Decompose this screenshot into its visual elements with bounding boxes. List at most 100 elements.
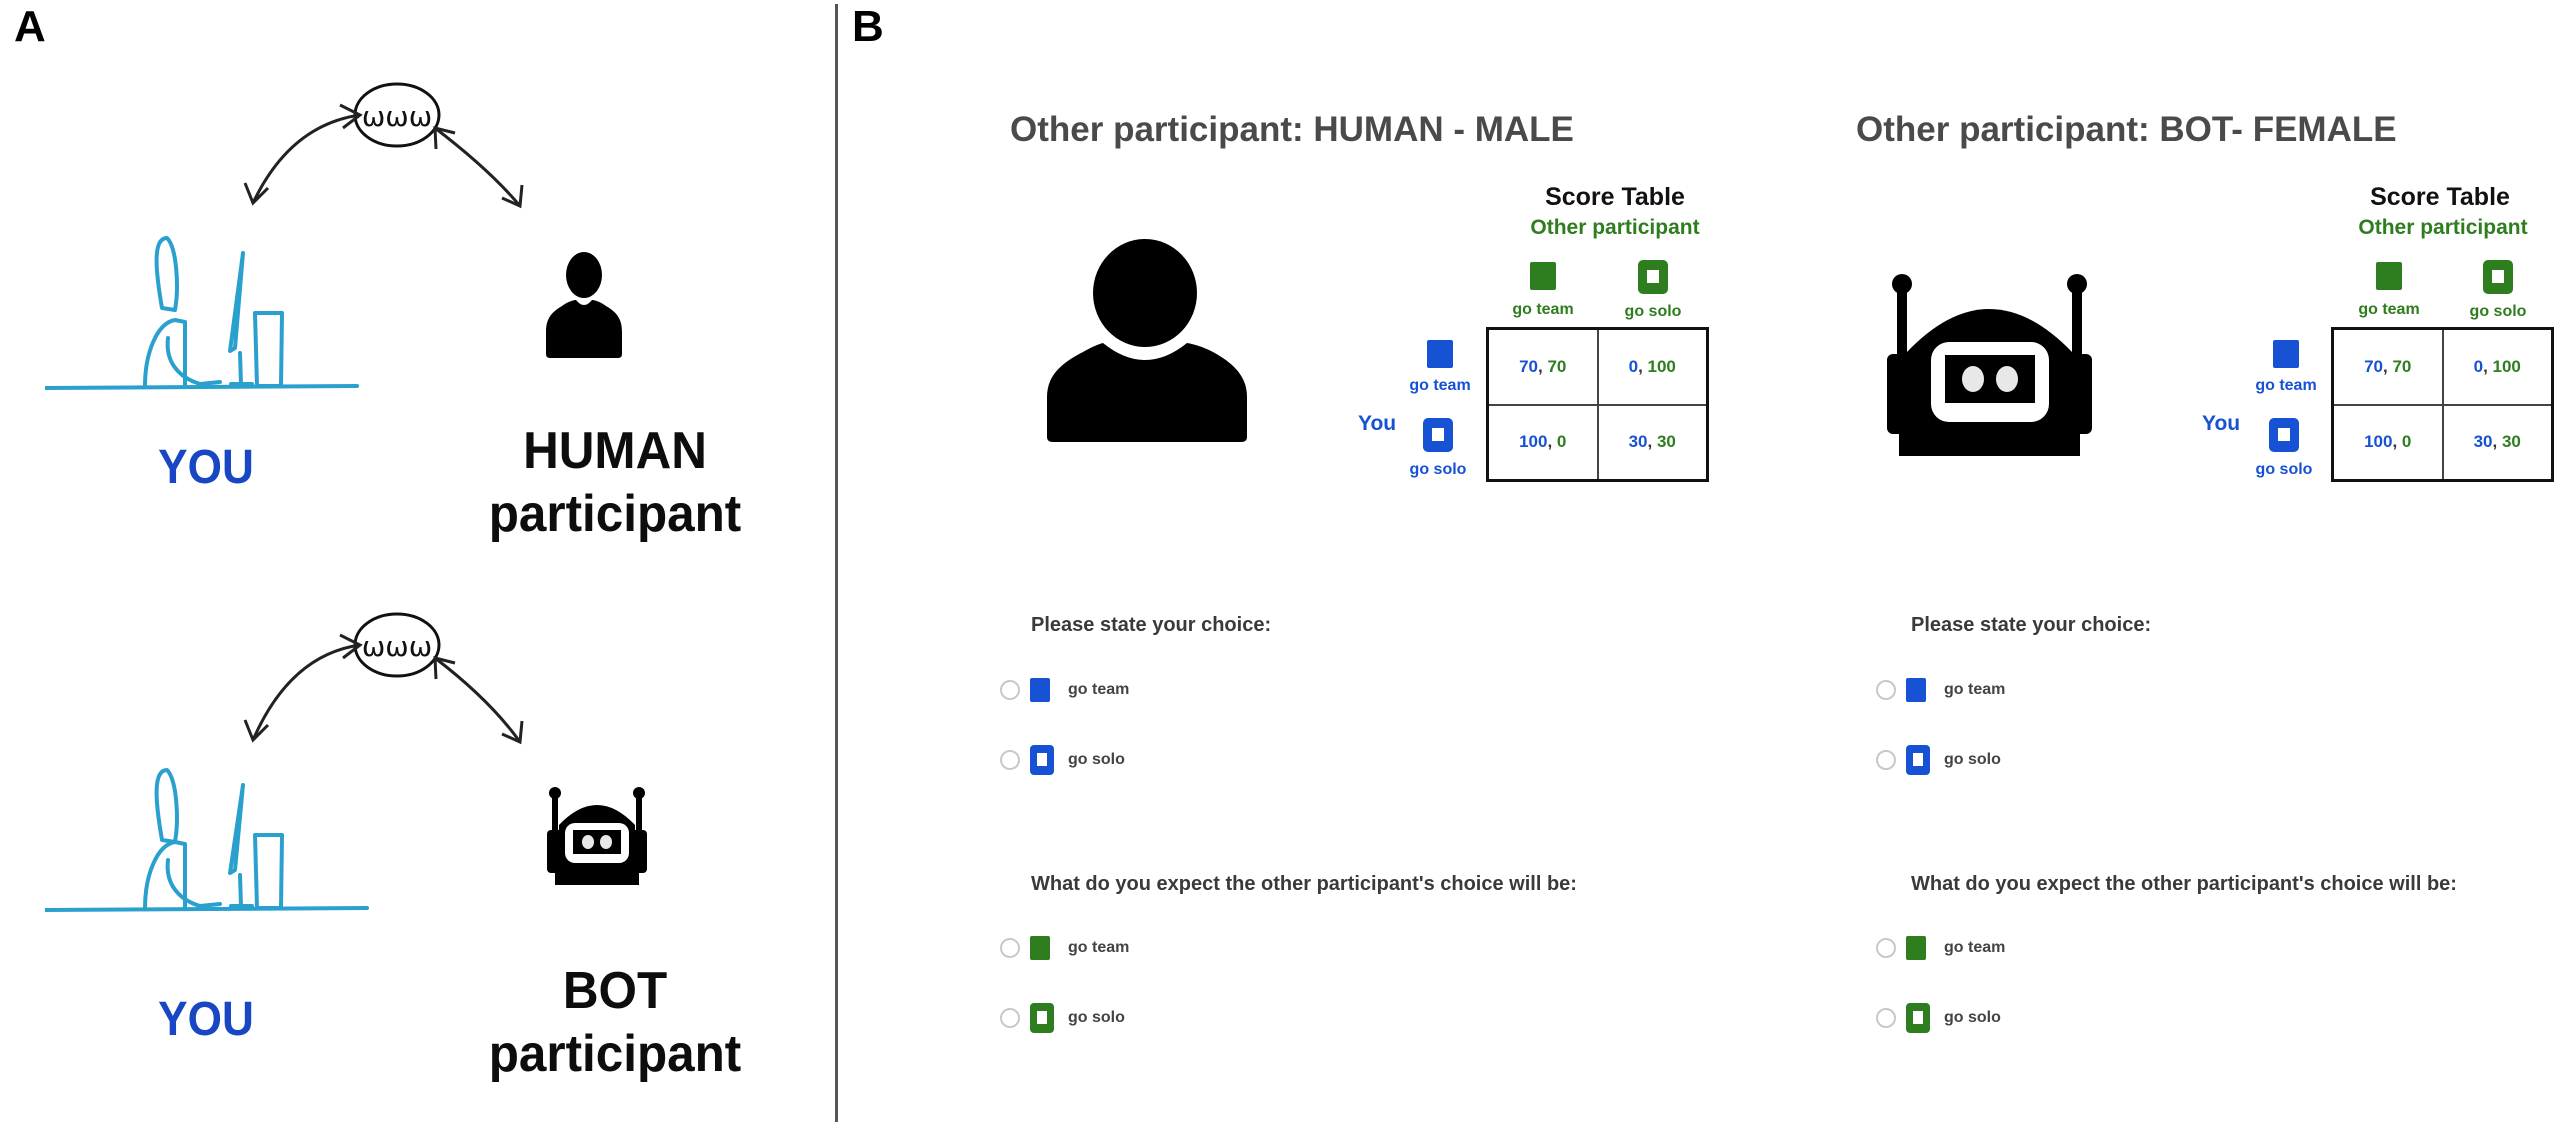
score-row-go-team: 70, 70 0, 100 <box>2331 327 2554 406</box>
score-table-title: Score Table <box>2370 183 2510 211</box>
you-label: YOU <box>158 993 254 1046</box>
screen-title: Other participant: BOT- FEMALE <box>1856 110 2397 149</box>
row-header-label: go solo <box>1409 461 1467 478</box>
person-at-computer-icon <box>45 236 359 390</box>
radio-button[interactable] <box>1000 680 1020 700</box>
option-label: go solo <box>1944 1009 2001 1026</box>
score-row-go-solo: 100, 0 30, 30 <box>1486 403 1709 482</box>
column-header-label: go solo <box>1624 303 1682 320</box>
filled-square-icon <box>2376 262 2402 290</box>
you-label: YOU <box>158 441 254 494</box>
bot-participant-label: BOT participant <box>463 960 767 1087</box>
panel-divider <box>835 4 838 1122</box>
radio-button[interactable] <box>1876 680 1896 700</box>
column-header-go-solo: go solo <box>2443 260 2553 321</box>
row-header-label: go solo <box>2255 461 2313 478</box>
person-silhouette-icon <box>546 252 622 358</box>
radio-button[interactable] <box>1876 1008 1896 1028</box>
row-group-label: You <box>2202 412 2241 435</box>
option-label: go team <box>1944 939 2006 956</box>
hollow-square-icon <box>1906 1003 1930 1033</box>
column-header-label: go team <box>2358 301 2420 318</box>
own-choice-option-go-solo[interactable]: go solo <box>1000 740 1125 780</box>
radio-button[interactable] <box>1000 1008 1020 1028</box>
expect-choice-prompt: What do you expect the other participant… <box>1031 873 1577 895</box>
score-row-go-team: 70, 70 0, 100 <box>1486 327 1709 406</box>
own-choice-prompt: Please state your choice: <box>1911 614 2152 636</box>
panel-a-label: A <box>14 2 46 51</box>
row-header-go-solo: go solo <box>1398 418 1478 479</box>
network-hub-icon: ωωω <box>243 612 524 745</box>
expect-choice-prompt: What do you expect the other participant… <box>1911 873 2457 895</box>
option-label: go team <box>1068 939 1130 956</box>
hollow-square-icon <box>1638 260 1668 294</box>
option-label: go solo <box>1068 1009 1125 1026</box>
score-cell: 70, 70 <box>2331 327 2444 406</box>
row-header-label: go team <box>2255 377 2317 394</box>
score-table-title: Score Table <box>1545 183 1685 211</box>
other-label-line2: participant <box>488 485 742 544</box>
person-at-computer-icon <box>45 768 369 912</box>
column-group-label: Other participant <box>1530 216 1700 239</box>
score-cell: 70, 70 <box>1486 327 1599 406</box>
filled-square-icon <box>1030 936 1050 960</box>
row-header-go-team: go team <box>1400 340 1480 395</box>
filled-square-icon <box>1530 262 1556 290</box>
screen-title: Other participant: HUMAN - MALE <box>1010 110 1574 149</box>
row-header-go-team: go team <box>2246 340 2326 395</box>
hollow-square-icon <box>1030 1003 1054 1033</box>
filled-square-icon <box>1427 340 1453 368</box>
human-participant-label: HUMAN participant <box>463 420 767 547</box>
other-label-line2: participant <box>488 1025 742 1084</box>
score-cell: 0, 100 <box>1596 327 1709 406</box>
radio-button[interactable] <box>1000 938 1020 958</box>
option-label: go team <box>1068 681 1130 698</box>
score-cell: 30, 30 <box>2441 403 2554 482</box>
filled-square-icon <box>1030 678 1050 702</box>
hollow-square-icon <box>1906 745 1930 775</box>
robot-head-icon <box>1887 274 2092 456</box>
score-cell: 100, 0 <box>1486 403 1599 482</box>
hollow-square-icon <box>1423 418 1453 452</box>
scenario-human: ωωω YOU HUMAN participant <box>0 0 830 560</box>
score-table: 70, 70 0, 100 100, 0 30, 30 <box>1486 327 1709 482</box>
option-label: go team <box>1944 681 2006 698</box>
svg-text:ωωω: ωωω <box>362 100 432 133</box>
radio-button[interactable] <box>1876 938 1896 958</box>
score-cell: 0, 100 <box>2441 327 2554 406</box>
row-header-label: go team <box>1409 377 1471 394</box>
expect-choice-option-go-team[interactable]: go team <box>1000 928 1129 968</box>
other-label-line1: HUMAN <box>523 422 707 480</box>
column-header-label: go team <box>1512 301 1574 318</box>
column-group-label: Other participant <box>2358 216 2528 239</box>
other-label-line1: BOT <box>562 962 668 1020</box>
expect-choice-option-go-team[interactable]: go team <box>1876 928 2005 968</box>
own-choice-option-go-team[interactable]: go team <box>1876 670 2005 710</box>
person-silhouette-icon <box>1047 239 1247 442</box>
expect-choice-option-go-solo[interactable]: go solo <box>1000 998 1125 1038</box>
score-row-go-solo: 100, 0 30, 30 <box>2331 403 2554 482</box>
score-cell: 100, 0 <box>2331 403 2444 482</box>
score-table: 70, 70 0, 100 100, 0 30, 30 <box>2331 327 2554 482</box>
radio-button[interactable] <box>1000 750 1020 770</box>
own-choice-option-go-solo[interactable]: go solo <box>1876 740 2001 780</box>
own-choice-option-go-team[interactable]: go team <box>1000 670 1129 710</box>
row-header-go-solo: go solo <box>2244 418 2324 479</box>
filled-square-icon <box>2273 340 2299 368</box>
column-header-label: go solo <box>2469 303 2527 320</box>
screen-bot-female: Other participant: BOT- FEMALE Score Tab… <box>1850 0 2560 1127</box>
robot-head-icon <box>547 787 647 885</box>
panel-b-label: B <box>852 2 884 51</box>
radio-button[interactable] <box>1876 750 1896 770</box>
screen-human-male: Other participant: HUMAN - MALE Score Ta… <box>1000 0 1760 1127</box>
hollow-square-icon <box>1030 745 1054 775</box>
column-header-go-solo: go solo <box>1598 260 1708 321</box>
scenario-bot: ωωω YOU BOT particip <box>0 560 830 1127</box>
expect-choice-option-go-solo[interactable]: go solo <box>1876 998 2001 1038</box>
score-cell: 30, 30 <box>1596 403 1709 482</box>
column-header-go-team: go team <box>2334 262 2444 319</box>
svg-text:ωωω: ωωω <box>362 630 432 663</box>
option-label: go solo <box>1944 751 2001 768</box>
filled-square-icon <box>1906 936 1926 960</box>
hollow-square-icon <box>2269 418 2299 452</box>
